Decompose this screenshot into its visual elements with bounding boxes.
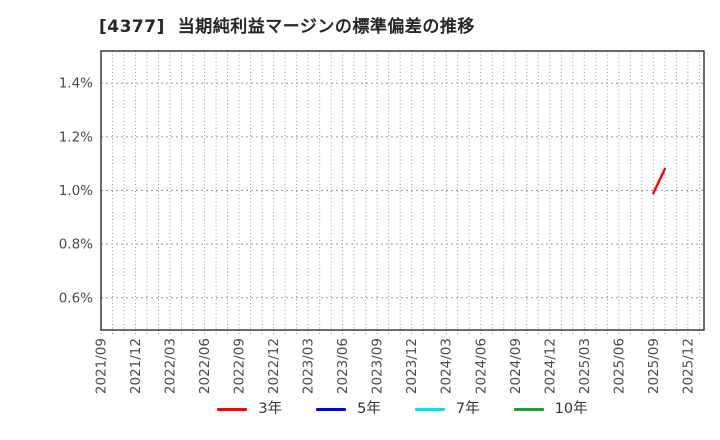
x-tick-label: 2022/09 xyxy=(232,338,248,394)
x-tick-label: 2023/06 xyxy=(335,338,351,394)
x-tick-label: 2024/03 xyxy=(439,338,455,394)
x-tick-label: 2022/12 xyxy=(266,338,282,394)
x-tick-label: 2021/09 xyxy=(94,338,110,394)
x-tick-label: 2022/06 xyxy=(197,338,213,394)
x-tick-label: 2025/06 xyxy=(611,338,627,394)
legend-swatch-3y-line xyxy=(217,407,248,411)
y-gridlines xyxy=(101,82,704,299)
x-tick-labels: 2021/09 2021/12 2022/03 2022/06 2022/09 2022/… xyxy=(94,338,697,394)
plot-border xyxy=(100,50,705,331)
x-tick-label: 2022/03 xyxy=(163,338,179,394)
legend-label-7y: 7年 xyxy=(455,401,480,417)
chart-title: [4377] 当期純利益マージンの標準偏差の推移 xyxy=(99,17,475,37)
y-tick-label: 0.8% xyxy=(59,237,93,253)
x-tick-label: 2025/09 xyxy=(646,338,662,394)
legend-item-7y: 7年 xyxy=(414,401,480,417)
x-tick-label: 2024/09 xyxy=(508,338,524,394)
legend-label-5y: 5年 xyxy=(357,401,381,417)
legend-swatch-10y-line xyxy=(513,407,544,411)
x-axis-ticks xyxy=(100,330,700,334)
x-tick-label: 2025/12 xyxy=(680,338,696,394)
legend-label-3y: 3年 xyxy=(258,401,283,417)
x-tick-label: 2021/12 xyxy=(128,338,144,394)
x-tick-label: 2024/06 xyxy=(473,338,489,394)
y-tick-label: 1.0% xyxy=(59,183,93,199)
y-tick-label: 0.6% xyxy=(59,290,93,306)
series-line-0 xyxy=(652,167,667,195)
x-gridlines xyxy=(112,51,700,330)
y-tick-label: 1.2% xyxy=(59,129,93,145)
y-tick-label: 1.4% xyxy=(59,76,93,92)
chart-legend: 3年 5年 7年 10年 xyxy=(101,402,704,417)
legend-item-10y: 10年 xyxy=(513,401,588,417)
x-tick-label: 2023/09 xyxy=(370,338,386,394)
x-tick-label: 2023/12 xyxy=(404,338,420,394)
legend-swatch-7y-line xyxy=(414,407,445,411)
x-tick-label: 2023/03 xyxy=(301,338,317,394)
x-tick-label: 2024/12 xyxy=(542,338,558,394)
legend-item-3y: 3年 xyxy=(217,402,282,417)
legend-item-5y: 5年 xyxy=(316,402,381,417)
legend-label-10y: 10年 xyxy=(554,401,588,417)
x-tick-label: 2025/03 xyxy=(577,338,593,394)
y-tick-labels: 0.6% 0.8% 1.0% 1.2% 1.4% xyxy=(59,76,93,307)
legend-swatch-5y-line xyxy=(316,407,347,411)
